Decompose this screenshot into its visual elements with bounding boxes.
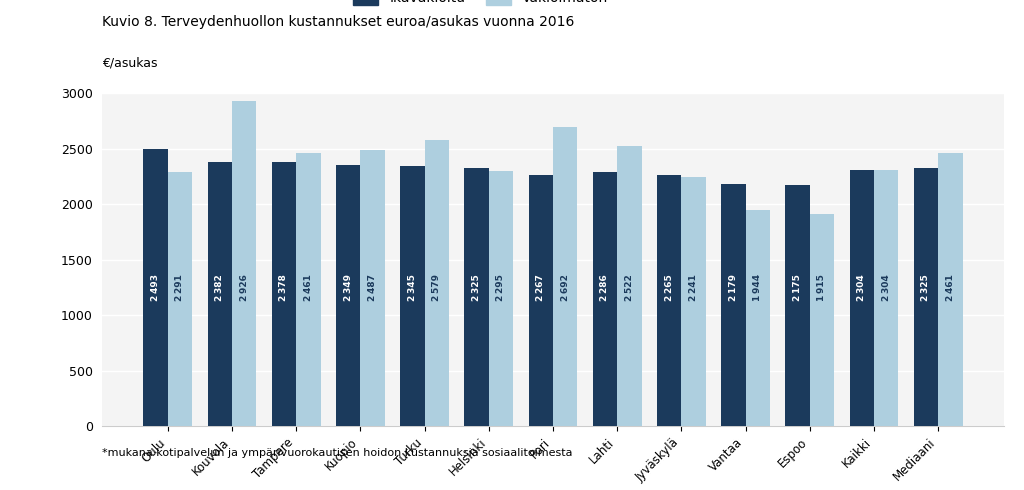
Text: 2 304: 2 304 (882, 274, 891, 301)
Text: 2 345: 2 345 (408, 274, 417, 301)
Text: 2 493: 2 493 (152, 274, 160, 301)
Bar (143, 149, 168, 426)
Bar (553, 127, 578, 426)
Bar (850, 171, 873, 426)
Bar (913, 168, 938, 426)
Text: 2 349: 2 349 (344, 274, 352, 301)
Bar (721, 184, 745, 426)
Bar (271, 162, 296, 426)
Legend: Ikävakioitu, Vakioimaton: Ikävakioitu, Vakioimaton (348, 0, 614, 11)
Text: Kuvio 8. Terveydenhuollon kustannukset euroa/asukas vuonna 2016: Kuvio 8. Terveydenhuollon kustannukset e… (102, 15, 574, 29)
Text: 2 175: 2 175 (793, 274, 802, 301)
Bar (657, 175, 681, 426)
Text: 2 304: 2 304 (857, 274, 866, 301)
Bar (400, 166, 425, 426)
Text: 2 378: 2 378 (280, 274, 289, 301)
Bar (232, 101, 256, 426)
Text: 1 915: 1 915 (817, 274, 826, 301)
Text: 2 291: 2 291 (175, 274, 184, 301)
Bar (360, 150, 385, 426)
Text: 2 295: 2 295 (497, 274, 506, 301)
Text: 2 692: 2 692 (561, 274, 569, 301)
Text: 2 267: 2 267 (537, 274, 545, 301)
Text: 2 579: 2 579 (432, 274, 441, 301)
Bar (464, 168, 488, 426)
Bar (296, 153, 321, 426)
Bar (745, 210, 770, 426)
Bar (488, 172, 513, 426)
Text: 1 944: 1 944 (754, 274, 762, 301)
Bar (785, 185, 810, 426)
Text: 2 461: 2 461 (946, 274, 954, 301)
Text: 2 382: 2 382 (215, 274, 224, 301)
Text: 2 461: 2 461 (304, 274, 313, 301)
Bar (336, 166, 360, 426)
Text: 2 286: 2 286 (600, 274, 609, 301)
Text: €/asukas: €/asukas (102, 56, 158, 70)
Bar (810, 214, 835, 426)
Bar (425, 140, 449, 426)
Bar (593, 172, 617, 426)
Bar (528, 174, 553, 426)
Bar (873, 171, 898, 426)
Text: 2 241: 2 241 (689, 274, 698, 301)
Bar (681, 177, 706, 426)
Text: 2 325: 2 325 (472, 274, 481, 301)
Text: 2 325: 2 325 (922, 274, 931, 301)
Text: 2 522: 2 522 (625, 274, 634, 301)
Text: 2 487: 2 487 (368, 274, 377, 301)
Text: 2 265: 2 265 (665, 274, 674, 301)
Text: 2 926: 2 926 (240, 274, 249, 301)
Bar (168, 172, 193, 426)
Text: 2 179: 2 179 (729, 274, 738, 301)
Text: *mukana kotipalvelun ja ympärivuorokautisen hoidon kustannuksia sosiaalitoimesta: *mukana kotipalvelun ja ympärivuorokauti… (102, 448, 572, 458)
Bar (938, 153, 963, 426)
Bar (208, 162, 232, 426)
Bar (617, 146, 642, 426)
